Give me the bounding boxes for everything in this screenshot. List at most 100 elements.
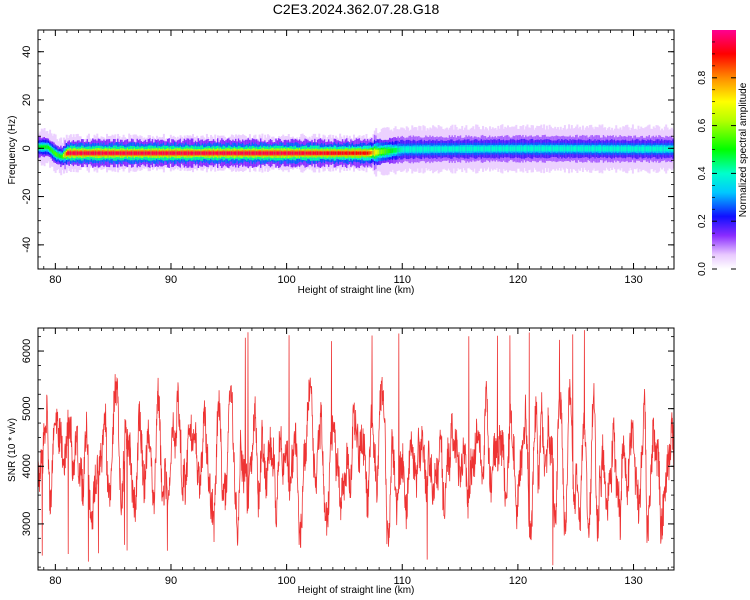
colorbar-gradient [712, 30, 736, 269]
spectrogram-cell [372, 150, 375, 155]
spectrogram-cell [67, 151, 70, 155]
spectrogram-cell [468, 146, 471, 152]
spectrogram-cell [572, 146, 575, 151]
spectrogram-cell [273, 151, 276, 155]
spectrogram-cell [135, 151, 138, 155]
spectrogram-cell [284, 151, 287, 155]
spectrogram-cell [75, 151, 78, 155]
spectrogram-cell [652, 146, 655, 152]
spectrogram-cell [132, 151, 135, 155]
spectrogram-image [38, 124, 674, 177]
spectrogram-cell [359, 151, 362, 155]
snr-x-tick-label: 100 [277, 575, 295, 587]
spectrogram-cell [462, 146, 465, 152]
spectrogram-cell [536, 146, 539, 151]
snr-x-tick-label: 130 [624, 575, 642, 587]
snr-x-tick-label: 120 [509, 575, 527, 587]
spectrogram-cell [154, 151, 157, 155]
spectrogram-cell [537, 146, 540, 152]
spectrogram-cell [513, 146, 516, 151]
spectrogram-cell [344, 151, 347, 155]
spectrogram-cell [211, 151, 214, 155]
spectrogram-cell [339, 151, 342, 155]
spectrogram-cell [235, 151, 238, 155]
spectrogram-cell [624, 146, 627, 152]
spectrogram-cell [587, 146, 590, 152]
spectrogram-cell [286, 151, 289, 155]
spectrogram-cell [434, 146, 437, 152]
spectrogram-cell [414, 147, 417, 152]
spectrogram-cell [333, 151, 336, 155]
spectrogram-cell [301, 151, 304, 155]
spectrogram-cell [218, 151, 221, 155]
spectrogram-cell [264, 151, 267, 155]
spectrogram-cell [445, 146, 448, 152]
spectrogram-cell [86, 151, 89, 155]
spectrogram-cell [276, 151, 279, 155]
spectrogram-cell [341, 151, 344, 155]
spectrogram-x-tick-label: 130 [624, 274, 642, 286]
spectrogram-cell [497, 146, 500, 152]
spectrogram-cell [280, 151, 283, 155]
spectrogram-cell [601, 146, 604, 152]
spectrogram-cell [586, 146, 589, 152]
spectrogram-cell [169, 151, 172, 155]
spectrogram-cell [383, 149, 386, 154]
spectrogram-cell [454, 146, 457, 152]
spectrogram-cell [384, 148, 387, 154]
spectrogram-cell [568, 146, 571, 151]
spectrogram-cell [200, 151, 203, 155]
spectrogram-cell [58, 154, 61, 158]
spectrogram-cell [444, 146, 447, 152]
spectrogram-cell [39, 145, 42, 149]
spectrogram-x-tick-label: 120 [509, 274, 527, 286]
spectrogram-cell [153, 151, 156, 155]
spectrogram-cell [397, 147, 400, 153]
spectrogram-cell [396, 147, 398, 153]
spectrogram-cell [162, 151, 165, 155]
snr-y-label: SNR (10 * v/v) [7, 418, 18, 482]
spectrogram-cell [189, 151, 192, 155]
spectrogram-cell [350, 151, 353, 155]
spectrogram-cell [369, 151, 372, 155]
spectrogram-cell [430, 147, 433, 152]
spectrogram-cell [550, 146, 553, 151]
spectrogram-cell [241, 151, 244, 155]
spectrogram-cell [419, 147, 422, 152]
spectrogram-cell [461, 146, 464, 152]
spectrogram-cell [636, 146, 639, 152]
spectrogram-cell [65, 152, 68, 156]
spectrogram-cell [411, 147, 414, 152]
spectrogram-cell [171, 151, 174, 155]
snr-x-axis: 80 90 100 110 120 130 [43, 328, 669, 587]
spectrogram-cell [226, 151, 229, 155]
spectrogram-cell [366, 151, 369, 155]
spectrogram-cell [172, 151, 175, 155]
spectrogram-cell [124, 151, 127, 155]
spectrogram-cell [573, 146, 576, 152]
spectrogram-cell [111, 151, 114, 155]
spectrogram-cell [643, 146, 645, 152]
spectrogram-cell [139, 151, 142, 155]
colorbar-tick-label: 0.6 [697, 118, 708, 132]
spectrogram-cell [354, 151, 357, 155]
spectrogram-cell [74, 151, 77, 155]
spectrogram-cell [114, 151, 117, 155]
spectrogram-cell [518, 146, 521, 152]
spectrogram-cell [569, 146, 572, 152]
snr-series-line [38, 330, 674, 566]
snr-x-tick-label: 80 [49, 575, 61, 587]
spectrogram-cell [662, 146, 665, 152]
spectrogram-cell [278, 151, 281, 155]
spectrogram-cell [609, 146, 612, 152]
spectrogram-cell [50, 148, 53, 152]
spectrogram-cell [137, 151, 140, 155]
spectrogram-cell [305, 151, 308, 155]
colorbar-tick-label: 0.8 [697, 70, 708, 84]
spectrogram-cell [315, 151, 318, 155]
spectrogram-cell [452, 146, 455, 152]
spectrogram-cell [526, 146, 529, 152]
spectrogram-cell [440, 147, 443, 152]
spectrogram-cell [647, 146, 650, 152]
spectrogram-cell [494, 146, 497, 152]
